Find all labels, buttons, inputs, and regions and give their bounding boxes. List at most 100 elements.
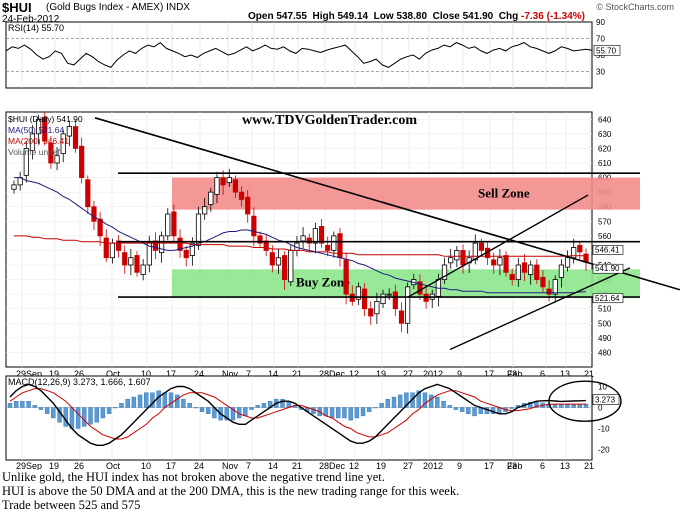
macd-histogram-bar: [509, 407, 514, 409]
price-tick-label: 620: [598, 144, 612, 153]
price-x-label: Oct: [106, 369, 121, 379]
candle-body: [66, 126, 72, 137]
candle-body: [128, 257, 134, 266]
price-x-label: 13: [560, 369, 570, 379]
price-x-label: 28Dec: [319, 369, 346, 379]
candle-body: [97, 218, 103, 237]
rsi-panel-frame: [5, 21, 593, 89]
macd-last-box: [592, 394, 620, 405]
candle-body: [85, 179, 91, 208]
candle-body: [300, 235, 306, 242]
candle-body: [540, 276, 546, 288]
price-tick-label: 570: [598, 217, 612, 226]
price-x-label: Nov: [222, 369, 239, 379]
candle-body: [134, 255, 140, 273]
candle-body: [232, 179, 239, 193]
candle-body: [122, 252, 128, 266]
macd-x-label: 28Dec: [319, 461, 346, 470]
macd-histogram-bar: [422, 392, 428, 408]
candle-body: [515, 264, 521, 280]
macd-histogram-bar: [385, 398, 391, 408]
macd-histogram-bar: [26, 401, 31, 408]
price-tick-label: 480: [598, 348, 612, 357]
candle-body: [36, 118, 42, 135]
candle-body: [251, 215, 257, 237]
price-tick-label: 490: [598, 334, 612, 343]
candle-body: [325, 244, 331, 251]
index-name: (Gold Bugs Index - AMEX) INDX: [46, 2, 190, 13]
symbol: $HUI: [2, 0, 32, 15]
close-label: Close: [432, 11, 460, 22]
price-legend-entry: MA(50) 521.64: [8, 125, 64, 135]
macd-histogram-bar: [571, 404, 576, 408]
macd-histogram-bar: [435, 396, 440, 408]
candle-body: [257, 235, 263, 244]
candle-body: [79, 145, 85, 178]
high-label: High: [312, 11, 335, 22]
rsi-tick-label: 90: [596, 18, 605, 27]
candle-body: [226, 177, 232, 184]
macd-histogram-bar: [404, 392, 409, 408]
candle-body: [361, 288, 368, 310]
macd-histogram-bar: [106, 407, 112, 415]
price-tick-label: 640: [598, 115, 612, 124]
macd-histogram-bar: [342, 407, 347, 419]
macd-tick-label: 10: [598, 383, 607, 392]
macd-histogram-bar: [565, 404, 570, 408]
macd-x-label: 17: [166, 461, 176, 470]
candle-body: [460, 250, 466, 266]
macd-histogram-bar: [88, 407, 93, 425]
candle-body: [386, 293, 392, 296]
last-price-box: [592, 293, 624, 304]
macd-x-label: Oct: [106, 461, 121, 470]
commentary: Unlike gold, the HUI index has not broke…: [2, 470, 459, 512]
macd-x-label: 12: [349, 461, 359, 470]
candle-body: [220, 177, 226, 186]
macd-histogram-bar: [391, 396, 397, 408]
price-x-label: 24: [194, 369, 204, 379]
macd-histogram-bar: [441, 401, 446, 408]
candle-body: [564, 257, 571, 268]
candle-body: [29, 133, 36, 152]
candle-body: [312, 228, 318, 244]
macd-histogram-bar: [379, 403, 384, 408]
price-tick-label: 560: [598, 232, 612, 241]
macd-histogram-bar: [162, 392, 168, 408]
macd-histogram-bar: [69, 407, 75, 429]
macd-histogram-bar: [144, 392, 149, 408]
candle-body: [318, 225, 325, 244]
macd-histogram-bar: [125, 398, 130, 408]
chg-value: -7.36 (-1.34%): [521, 11, 585, 22]
candle-body: [195, 213, 202, 246]
price-x-label: 21: [584, 369, 594, 379]
last-price-label: 521.64: [595, 294, 620, 303]
macd-x-label: Nov: [222, 461, 239, 470]
ohlc-summary: Open 547.55 High 549.14 Low 538.80 Close…: [248, 11, 585, 22]
macd-panel-frame: [5, 375, 593, 461]
candle-body: [275, 257, 282, 266]
macd-histogram-bar: [453, 407, 459, 410]
macd-histogram-bar: [63, 407, 68, 427]
candle-body: [503, 255, 509, 273]
candle-body: [337, 233, 343, 259]
macd-histogram-bar: [559, 404, 564, 408]
price-panel-frame: [5, 111, 593, 368]
macd-histogram-bar: [75, 407, 81, 429]
high-value: 549.14: [337, 11, 369, 22]
rsi-tick-label: 30: [596, 68, 605, 77]
candle-body: [103, 237, 109, 259]
macd-x-label: 27: [403, 461, 413, 470]
rsi-last-value: 55.70: [596, 46, 617, 55]
watermark: www.TDVGoldenTrader.com: [242, 113, 417, 128]
candle-body: [11, 184, 17, 190]
price-legend-entry: $HUI (Daily) 541.90: [8, 114, 83, 124]
macd-legend: MACD(12,26,9) 3.273, 1.666, 1.607: [8, 377, 151, 387]
macd-last-value: 3.273: [595, 396, 616, 405]
price-tick-label: 630: [598, 130, 612, 139]
macd-x-label: Feb: [507, 461, 523, 470]
macd-histogram-bar: [181, 398, 186, 408]
note-line: HUI is above the 50 DMA and at the 200 D…: [2, 484, 460, 498]
rsi-last-box: [593, 44, 621, 56]
candle-body: [509, 274, 515, 280]
macd-histogram-bar: [243, 407, 248, 417]
